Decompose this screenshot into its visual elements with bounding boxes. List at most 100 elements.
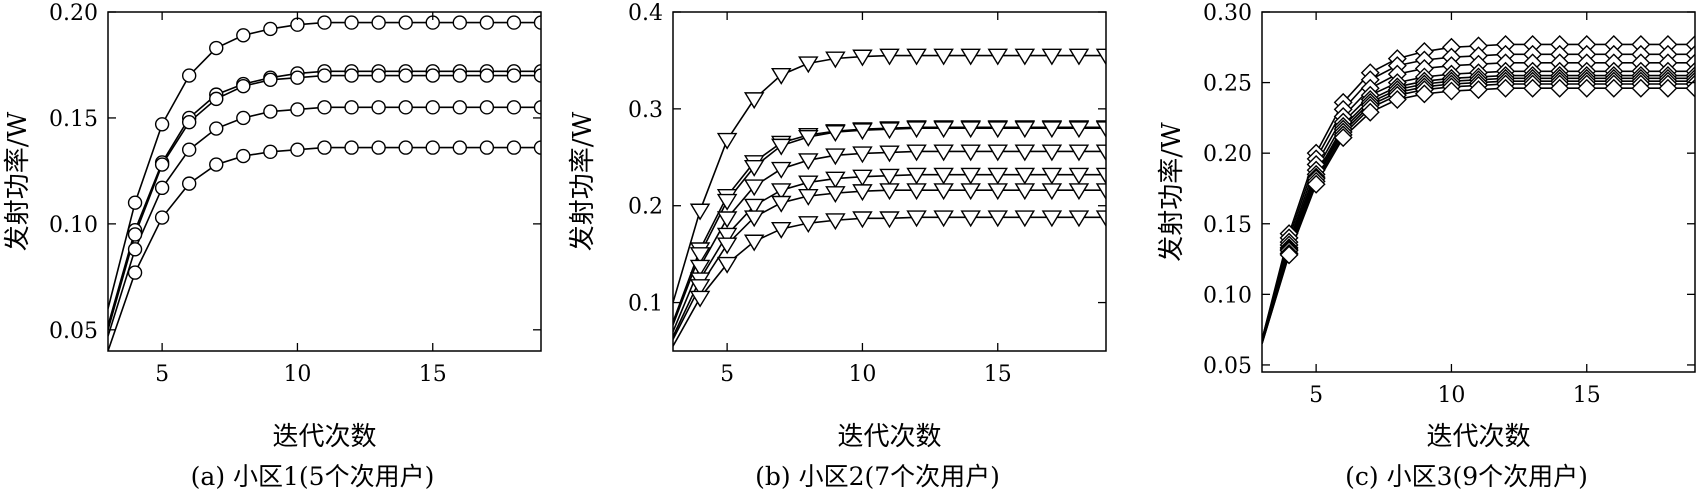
y-tick-label: 0.10 — [49, 213, 98, 238]
data-point — [1604, 78, 1624, 98]
data-point — [960, 48, 981, 66]
data-point — [933, 183, 954, 201]
data-point — [479, 15, 495, 30]
data-point — [1658, 78, 1678, 98]
y-tick-label: 0.1 — [628, 292, 663, 317]
data-point — [987, 144, 1008, 162]
data-point — [798, 175, 819, 193]
data-point — [771, 138, 792, 156]
data-point — [344, 140, 359, 155]
data-point — [798, 56, 819, 74]
data-point — [479, 100, 495, 115]
series-group — [108, 15, 541, 351]
data-point — [716, 256, 738, 274]
data-point — [533, 15, 541, 30]
data-point — [154, 210, 170, 225]
y-tick-label: 0.2 — [628, 195, 663, 220]
data-point — [771, 67, 792, 85]
data-point — [1631, 78, 1651, 98]
chart-panel-3: 5 10 15 0.05 0.10 0.15 0.20 0.25 0.30 迭代次数 发射功率/W (… — [1157, 1, 1696, 491]
data-point — [1577, 78, 1597, 98]
data-point — [506, 100, 522, 115]
data-point — [1360, 102, 1380, 122]
data-point — [317, 100, 332, 115]
data-point — [479, 140, 495, 155]
y-tick-label: 0.05 — [49, 319, 98, 344]
data-point — [398, 68, 413, 83]
data-point — [209, 40, 224, 56]
panel-caption: (c) 小区3(9个次用户) — [1345, 462, 1588, 491]
data-point — [852, 169, 873, 187]
data-point — [1685, 78, 1695, 98]
data-point — [1041, 167, 1063, 185]
data-point — [154, 117, 170, 132]
data-point — [236, 148, 251, 164]
data-point — [906, 210, 927, 228]
data-point — [825, 171, 846, 189]
y-tick-label: 0.15 — [49, 107, 98, 132]
data-point — [290, 70, 305, 85]
data-point — [933, 121, 954, 139]
data-point — [1068, 144, 1090, 162]
data-point — [344, 100, 359, 115]
data-point — [798, 189, 819, 206]
x-axis-label: 迭代次数 — [837, 422, 941, 452]
data-point — [1095, 183, 1106, 201]
series-line-8 — [1262, 83, 1695, 344]
data-point — [181, 176, 197, 191]
data-point — [1041, 144, 1063, 162]
x-tick-label: 10 — [283, 362, 311, 387]
data-point — [825, 125, 846, 143]
x-tick-label: 15 — [419, 362, 447, 387]
data-point — [879, 211, 900, 229]
data-point — [317, 15, 332, 30]
data-point — [879, 183, 900, 201]
data-point — [533, 140, 541, 155]
data-point — [879, 145, 900, 163]
data-point — [127, 265, 143, 280]
data-point — [852, 146, 873, 164]
data-point — [236, 28, 251, 43]
data-point — [852, 211, 873, 229]
chart-panel-1: 5 10 15 0.05 0.10 0.15 0.20 迭代次数 发射功率/W (a) 小区1(5… — [3, 1, 542, 491]
data-point — [263, 104, 278, 119]
data-point — [987, 48, 1008, 66]
data-point — [771, 221, 792, 239]
data-point — [1279, 245, 1299, 265]
y-tick-label: 0.25 — [1203, 72, 1252, 97]
data-point — [743, 234, 765, 252]
data-point — [798, 153, 819, 171]
data-point — [1441, 81, 1461, 101]
data-point — [398, 140, 413, 155]
series-group — [1262, 34, 1695, 344]
data-point — [263, 144, 278, 160]
data-point — [798, 129, 819, 147]
data-point — [1068, 48, 1090, 66]
data-point — [771, 161, 792, 179]
data-point — [1041, 48, 1063, 66]
y-tick-label: 0.30 — [1203, 1, 1252, 26]
data-point — [689, 259, 711, 277]
data-point — [879, 168, 900, 186]
data-point — [533, 100, 541, 115]
data-point — [716, 193, 738, 211]
data-point — [689, 279, 711, 297]
data-point — [425, 68, 440, 83]
data-point — [425, 100, 440, 115]
data-point — [371, 68, 386, 83]
data-point — [1014, 121, 1036, 139]
panel-caption: (b) 小区2(7个次用户) — [755, 462, 1000, 491]
data-point — [1496, 78, 1516, 98]
x-axis-label: 迭代次数 — [272, 422, 376, 452]
data-point — [743, 179, 765, 197]
data-point — [209, 91, 224, 107]
data-point — [344, 15, 359, 30]
data-point — [398, 100, 413, 115]
data-point — [1068, 167, 1090, 185]
plot-frame — [672, 11, 1107, 352]
series-line-7 — [1262, 80, 1695, 343]
data-point — [1068, 210, 1090, 228]
data-point — [1095, 144, 1106, 162]
data-point — [290, 102, 305, 117]
